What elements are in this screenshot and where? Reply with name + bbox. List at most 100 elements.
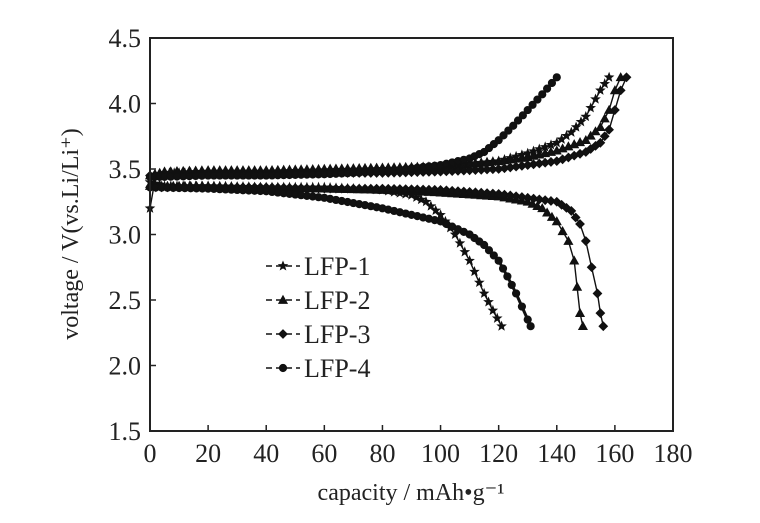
series-4-charge-point <box>523 105 532 115</box>
series-3-discharge-point <box>499 189 510 200</box>
legend-marker-2 <box>277 294 289 304</box>
series-4-charge-point <box>494 136 503 145</box>
y-tick-label: 2.5 <box>109 286 142 315</box>
series-4-discharge-point <box>523 315 532 324</box>
y-tick-label: 3.5 <box>109 155 142 184</box>
series-2-discharge-point <box>542 207 553 217</box>
series-4-discharge-point <box>526 322 535 331</box>
x-tick-label: 60 <box>311 439 337 468</box>
series-2-discharge-point <box>551 216 562 226</box>
series-4-charge-point <box>552 73 561 82</box>
series-4-discharge-point <box>512 289 521 298</box>
axis-ticks <box>149 37 674 432</box>
series-3-discharge-point <box>522 192 533 203</box>
series-3-discharge-point <box>580 236 591 246</box>
series-4-discharge-point <box>507 280 516 290</box>
series-2-charge-point <box>580 134 591 145</box>
series-1-discharge-point <box>425 200 437 211</box>
series-4-charge-point <box>547 78 557 88</box>
series-1-discharge-point <box>496 320 507 331</box>
series-1-discharge-point <box>478 287 490 298</box>
series-3-discharge-point <box>511 191 522 202</box>
series-1-discharge-point <box>430 204 442 216</box>
series-4-discharge-point <box>517 302 527 311</box>
legend-marker-4 <box>278 363 288 373</box>
series-2-discharge-point <box>572 281 583 291</box>
x-tick-label: 0 <box>144 439 157 468</box>
series-2-discharge-point <box>574 307 586 317</box>
series-2-charge-point <box>595 121 606 131</box>
series-1-charge-point <box>570 121 582 132</box>
x-axis-title: capacity / mAh•g⁻¹ <box>318 480 505 506</box>
series-2-discharge-point <box>577 320 588 331</box>
series-3-discharge-point <box>566 206 577 216</box>
series-1-discharge-point <box>469 265 480 277</box>
series-1-charge-point <box>599 78 611 89</box>
series-4-charge-point <box>528 100 537 109</box>
x-tick-label: 20 <box>195 439 221 468</box>
legend-label-1: LFP-1 <box>304 252 370 281</box>
y-tick-label: 4.0 <box>109 90 142 119</box>
series-3-discharge-point <box>493 188 504 199</box>
series-4-charge-point <box>513 116 523 125</box>
legend-label-4: LFP-4 <box>304 354 370 383</box>
series-4-charge-point <box>538 90 547 99</box>
series-3-discharge-point <box>534 194 545 205</box>
x-tick-label: 40 <box>253 439 279 468</box>
x-tick-label: 180 <box>654 439 693 468</box>
series-4-charge-point <box>518 111 527 120</box>
series-4-discharge-point <box>480 240 489 250</box>
series-3-charge-point <box>621 72 632 83</box>
x-tick-label: 120 <box>479 439 518 468</box>
series-3-discharge-point <box>598 321 609 332</box>
series-3-discharge-point <box>586 262 597 273</box>
legend: LFP-1 LFP-2 LFP-3 LFP-4 <box>266 252 370 383</box>
axis-tick-labels: 0 20 40 60 80 100 120 140 160 180 1.5 2.0 2.5 3.0 3.5 4… <box>109 24 693 468</box>
series-3-discharge-point <box>528 193 539 204</box>
series-3-discharge-point <box>595 308 606 319</box>
series-1-discharge-point <box>459 246 471 257</box>
x-tick-label: 160 <box>595 439 634 468</box>
series-2-discharge-point <box>537 203 548 213</box>
x-tick-label: 140 <box>537 439 576 468</box>
series-3-charge-point <box>609 105 620 115</box>
series-4-charge-point <box>504 126 513 135</box>
series-3-discharge-point <box>505 190 516 201</box>
series-3-discharge-point <box>551 196 562 207</box>
y-axis-title: voltage / V(vs.Li/Li⁺) <box>58 128 84 340</box>
series-2-discharge-point <box>569 255 580 265</box>
series-1-charge-point <box>580 111 592 122</box>
series-1-discharge-point <box>415 194 427 205</box>
series-4-discharge-point <box>489 251 498 260</box>
series-3-charge-point <box>599 131 610 142</box>
series-3-discharge-point <box>517 192 527 202</box>
series-4-charge-point <box>499 131 508 140</box>
series-1-charge-point <box>585 102 597 113</box>
series-4-discharge-point <box>498 264 508 273</box>
series-1-charge-point <box>575 116 587 127</box>
series-1-discharge-point <box>487 304 499 316</box>
series-3-discharge-point <box>561 202 572 213</box>
series-1-charge-point <box>595 84 606 95</box>
series-4-charge-point <box>509 121 518 130</box>
y-tick-label: 2.0 <box>109 352 142 381</box>
series-1-discharge-point <box>491 312 503 323</box>
series-1-discharge-point <box>473 276 485 288</box>
series-1-charge-point <box>545 139 557 150</box>
plot-markers <box>144 71 632 332</box>
series-4-charge-point <box>533 95 542 104</box>
series-1-charge-point <box>603 71 615 82</box>
series-1-charge-point <box>590 93 601 104</box>
series-2-discharge-point <box>546 211 557 221</box>
series-3-discharge-point <box>575 219 585 229</box>
series-2-charge-point <box>590 126 601 136</box>
x-tick-label: 100 <box>421 439 460 468</box>
series-2-discharge-point <box>557 225 568 236</box>
series-4-discharge-point <box>503 272 512 281</box>
x-tick-label: 80 <box>369 439 395 468</box>
series-4-discharge-point <box>484 246 494 255</box>
series-1-discharge-point <box>464 255 475 266</box>
y-tick-label: 4.5 <box>109 24 142 53</box>
series-2-charge-point <box>585 130 596 140</box>
